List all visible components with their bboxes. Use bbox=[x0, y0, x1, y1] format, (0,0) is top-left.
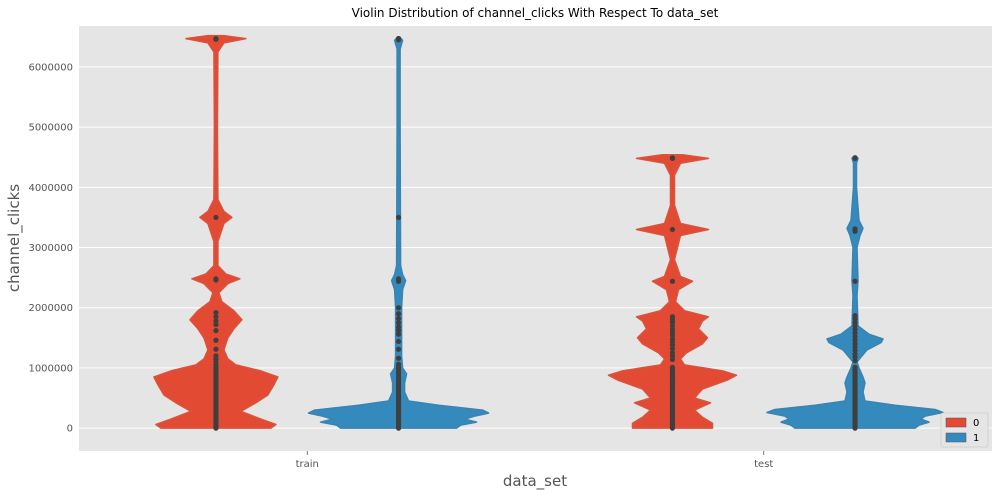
y-tick-label: 5000000 bbox=[28, 123, 73, 134]
legend: 0 1 bbox=[940, 412, 989, 448]
data-point bbox=[395, 355, 402, 361]
data-point bbox=[852, 319, 858, 325]
violin-0-train bbox=[153, 34, 279, 429]
y-ticks: 0 1000000 2000000 3000000 4000000 5000000 6000… bbox=[28, 62, 73, 434]
data-point bbox=[669, 155, 676, 161]
data-point bbox=[213, 318, 219, 324]
data-point bbox=[395, 305, 402, 311]
data-point bbox=[213, 314, 219, 320]
data-points bbox=[213, 36, 858, 431]
data-point bbox=[395, 338, 402, 345]
data-point bbox=[395, 214, 402, 221]
y-tick-label: 2000000 bbox=[28, 303, 73, 314]
data-point bbox=[852, 341, 858, 347]
data-point bbox=[669, 346, 676, 352]
data-point bbox=[852, 226, 858, 232]
data-point bbox=[395, 36, 402, 42]
data-point bbox=[395, 346, 402, 352]
chart-title: Violin Distribution of channel_clicks Wi… bbox=[352, 6, 719, 20]
data-point bbox=[213, 321, 219, 328]
y-tick-label: 3000000 bbox=[28, 243, 73, 254]
data-point bbox=[395, 311, 402, 317]
data-point bbox=[213, 36, 219, 42]
data-point bbox=[213, 346, 219, 352]
y-tick-label: 6000000 bbox=[28, 62, 73, 73]
data-point bbox=[852, 323, 858, 329]
data-point bbox=[852, 334, 858, 340]
data-point bbox=[395, 324, 402, 330]
legend-swatch-0 bbox=[945, 417, 967, 428]
data-point bbox=[852, 312, 858, 319]
x-axis-label: data_set bbox=[503, 472, 567, 491]
data-point bbox=[852, 155, 858, 161]
data-point bbox=[852, 278, 858, 284]
legend-swatch-1 bbox=[945, 432, 967, 443]
data-point bbox=[669, 350, 676, 356]
data-point bbox=[669, 336, 676, 342]
x-tick-label: train bbox=[296, 459, 319, 470]
data-point bbox=[395, 361, 402, 367]
y-tick-label: 0 bbox=[67, 424, 73, 435]
legend-label-1: 1 bbox=[973, 433, 979, 444]
data-point bbox=[395, 320, 402, 326]
data-point bbox=[213, 214, 219, 221]
data-point bbox=[852, 337, 858, 343]
y-axis-label: channel_clicks bbox=[5, 184, 24, 292]
data-point bbox=[669, 356, 676, 363]
y-tick-label: 4000000 bbox=[28, 183, 73, 194]
data-point bbox=[669, 364, 676, 370]
data-point bbox=[395, 328, 402, 334]
data-point bbox=[852, 358, 858, 364]
data-point bbox=[395, 276, 402, 282]
y-tick-label: 1000000 bbox=[28, 363, 73, 374]
data-point bbox=[852, 330, 858, 336]
data-point bbox=[213, 337, 219, 343]
data-point bbox=[669, 326, 676, 332]
x-tick-label: test bbox=[754, 459, 773, 470]
data-point bbox=[852, 347, 858, 354]
data-point bbox=[213, 353, 219, 359]
data-point bbox=[852, 326, 858, 332]
data-point bbox=[669, 314, 676, 320]
violin-0-test bbox=[607, 154, 738, 429]
data-point bbox=[852, 364, 858, 370]
data-point bbox=[669, 226, 676, 233]
data-point bbox=[213, 328, 219, 334]
data-point bbox=[395, 331, 402, 337]
data-point bbox=[669, 278, 676, 284]
data-point bbox=[213, 309, 219, 316]
legend-label-0: 0 bbox=[973, 418, 979, 429]
data-point bbox=[395, 315, 402, 322]
data-point bbox=[669, 323, 676, 329]
data-point bbox=[852, 351, 858, 357]
x-ticks: train test bbox=[296, 451, 773, 470]
data-point bbox=[213, 276, 219, 282]
